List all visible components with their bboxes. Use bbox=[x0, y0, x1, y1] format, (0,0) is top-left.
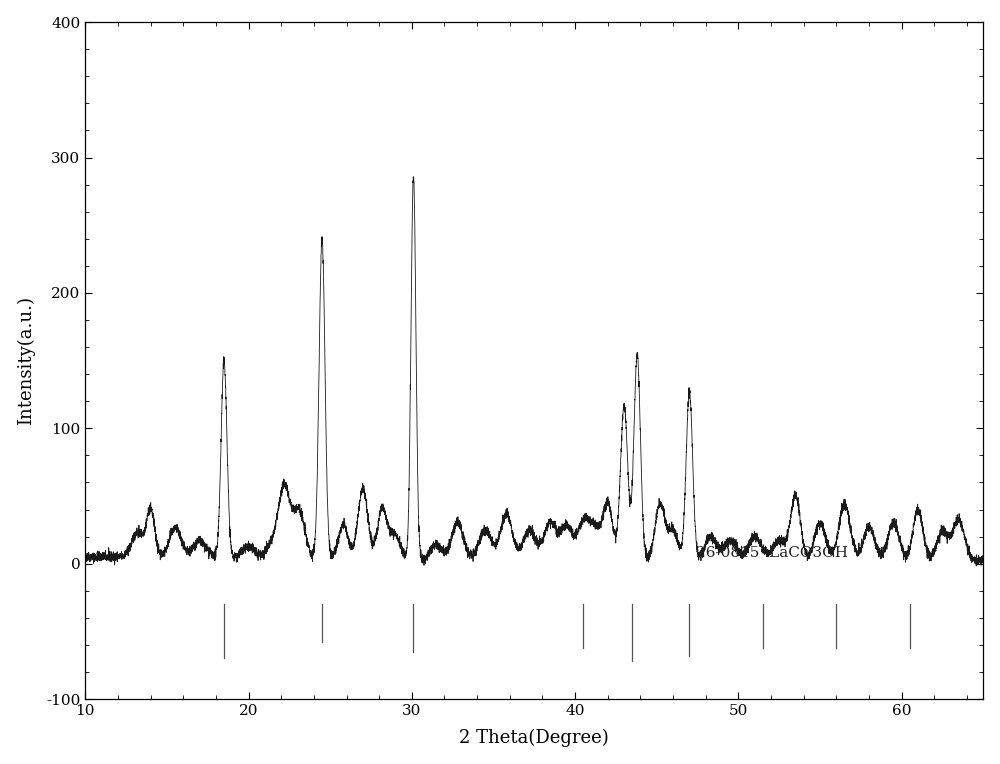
Text: 26-0815  LaCO3OH: 26-0815 LaCO3OH bbox=[696, 546, 848, 560]
X-axis label: 2 Theta(Degree): 2 Theta(Degree) bbox=[459, 729, 609, 747]
Y-axis label: Intensity(a.u.): Intensity(a.u.) bbox=[17, 296, 35, 425]
